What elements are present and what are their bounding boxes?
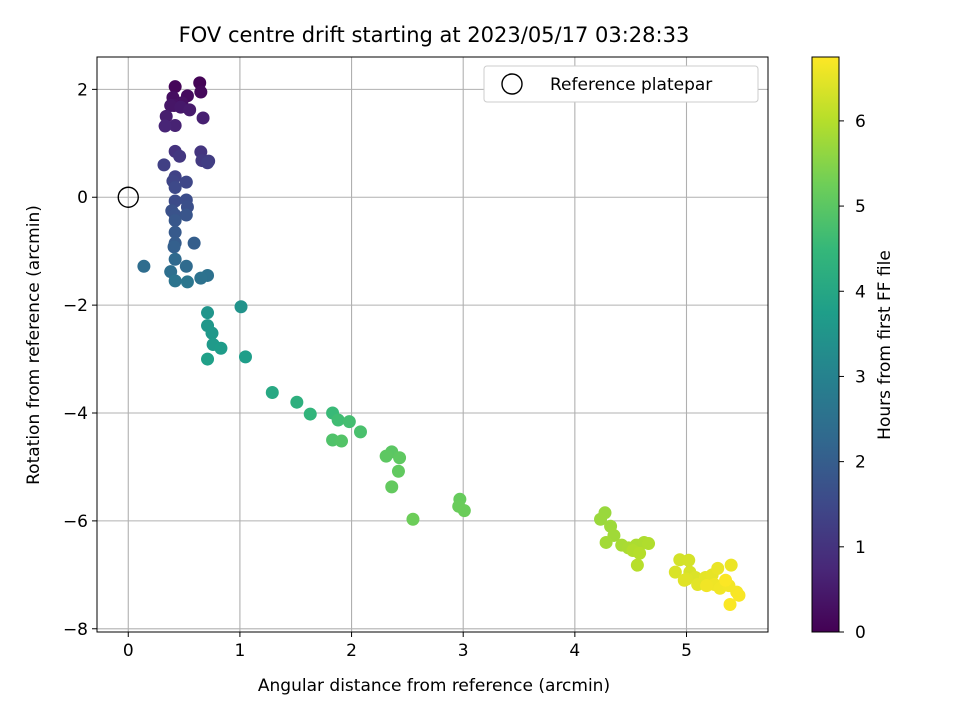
colorbar-label: Hours from first FF file <box>875 250 895 440</box>
data-point <box>290 395 304 409</box>
data-point <box>682 553 696 567</box>
colorbar-tick-label: 0 <box>855 623 866 643</box>
data-point <box>379 449 393 463</box>
data-point <box>457 504 471 518</box>
data-point <box>194 271 208 285</box>
y-tick-label: 0 <box>77 188 88 208</box>
data-point <box>196 111 210 125</box>
data-point <box>594 512 608 526</box>
data-point <box>201 352 215 366</box>
data-point <box>700 579 714 593</box>
data-point <box>167 240 181 254</box>
data-point <box>164 99 178 113</box>
data-point <box>642 537 656 551</box>
x-tick-label: 3 <box>458 641 469 661</box>
data-point <box>168 274 182 288</box>
data-point <box>201 306 215 320</box>
data-point <box>180 275 194 289</box>
data-point <box>630 558 644 572</box>
colorbar-gradient <box>811 56 840 633</box>
data-point <box>719 573 733 587</box>
data-point <box>391 464 405 478</box>
colorbar-tick-label: 6 <box>855 112 866 132</box>
colorbar-tick-label: 5 <box>855 197 866 217</box>
reference-marker-layer <box>117 186 139 208</box>
data-point <box>732 588 746 602</box>
data-point <box>183 103 197 117</box>
data-point <box>179 259 193 273</box>
data-points <box>137 76 746 611</box>
chart-title: FOV centre drift starting at 2023/05/17 … <box>179 23 690 47</box>
data-point <box>723 597 737 611</box>
grid <box>97 57 768 632</box>
colorbar-tick-label: 3 <box>855 367 866 387</box>
reference-platepar-marker <box>117 186 139 208</box>
data-point <box>342 415 356 429</box>
colorbar: 0 1 2 3 4 5 6 Hours from first FF file <box>811 56 895 643</box>
data-point <box>406 512 420 526</box>
data-point <box>168 80 182 94</box>
data-point <box>168 252 182 266</box>
legend-reference-marker <box>501 73 523 95</box>
y-tick-label: −4 <box>63 404 88 424</box>
data-point <box>168 181 182 195</box>
colorbar-ticks: 0 1 2 3 4 5 6 <box>839 112 866 643</box>
axis-ticks: 0 1 2 3 4 5 2 0 −2 −4 −6 −8 <box>63 80 692 661</box>
data-point <box>168 213 182 227</box>
x-tick-label: 0 <box>123 641 134 661</box>
y-tick-label: −8 <box>63 620 88 640</box>
legend-box <box>483 65 759 103</box>
data-point <box>201 156 215 170</box>
y-tick-label: 2 <box>77 80 88 100</box>
data-point <box>214 341 228 355</box>
data-point <box>194 85 208 99</box>
data-point <box>173 149 187 163</box>
data-point <box>238 350 252 364</box>
x-tick-label: 4 <box>569 641 580 661</box>
x-tick-label: 1 <box>234 641 245 661</box>
data-point <box>157 158 171 172</box>
data-point <box>187 236 201 250</box>
plot-frame <box>96 56 769 633</box>
x-axis-label: Angular distance from reference (arcmin) <box>258 676 610 696</box>
data-point <box>331 413 345 427</box>
data-point <box>353 425 367 439</box>
y-tick-label: −6 <box>63 512 88 532</box>
data-point <box>335 434 349 448</box>
data-point <box>205 326 219 340</box>
data-point <box>158 119 172 133</box>
data-point <box>677 573 691 587</box>
colorbar-tick-label: 2 <box>855 453 866 473</box>
data-point <box>168 119 182 133</box>
data-point <box>159 109 173 123</box>
data-point <box>668 565 682 579</box>
data-point <box>265 386 279 400</box>
data-point <box>599 535 613 549</box>
data-point <box>633 546 647 560</box>
colorbar-tick-label: 4 <box>855 282 866 302</box>
data-point <box>179 175 193 189</box>
data-point <box>168 225 182 239</box>
data-point <box>385 480 399 494</box>
x-tick-label: 2 <box>346 641 357 661</box>
data-point <box>179 208 193 222</box>
legend-entry-reference: Reference platepar <box>550 75 712 95</box>
data-point <box>724 558 738 572</box>
data-point <box>711 561 725 575</box>
data-point <box>393 451 407 465</box>
data-point <box>303 407 317 421</box>
x-tick-label: 5 <box>681 641 692 661</box>
legend: Reference platepar <box>483 65 759 103</box>
y-tick-label: −2 <box>63 296 88 316</box>
y-axis-label: Rotation from reference (arcmin) <box>24 205 44 485</box>
data-point <box>137 259 151 273</box>
colorbar-tick-label: 1 <box>855 538 866 558</box>
data-point <box>234 300 248 314</box>
